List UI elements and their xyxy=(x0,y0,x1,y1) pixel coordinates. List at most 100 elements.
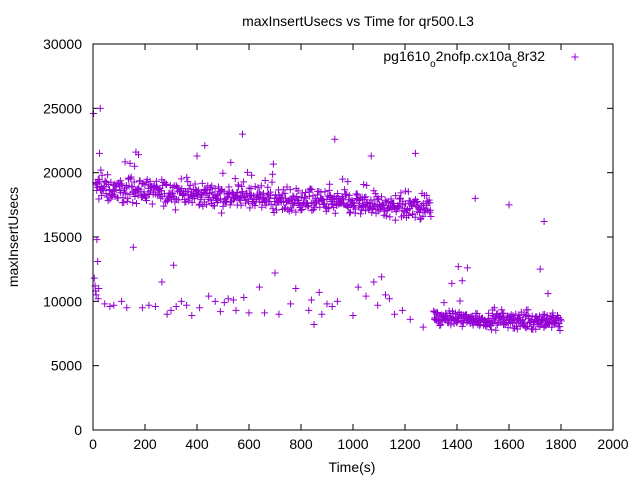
data-point xyxy=(536,265,544,273)
data-point xyxy=(248,171,256,179)
data-point xyxy=(175,196,183,204)
data-point xyxy=(298,205,306,213)
data-point xyxy=(106,302,114,310)
data-point xyxy=(94,295,102,303)
data-point xyxy=(304,203,312,211)
data-point xyxy=(370,278,378,286)
data-point xyxy=(211,184,219,192)
data-point xyxy=(199,202,207,210)
data-point xyxy=(453,319,461,327)
data-point xyxy=(130,178,138,186)
data-point xyxy=(235,195,243,203)
data-point xyxy=(401,200,409,208)
data-point xyxy=(227,158,235,166)
data-point xyxy=(193,152,201,160)
data-point xyxy=(419,199,427,207)
legend-marker xyxy=(571,53,579,61)
data-point xyxy=(401,187,409,195)
data-point xyxy=(310,320,318,328)
data-point xyxy=(458,277,466,285)
data-point xyxy=(406,315,414,323)
data-point xyxy=(318,310,326,318)
data-point xyxy=(203,201,211,209)
data-point xyxy=(251,202,259,210)
data-point xyxy=(328,302,336,310)
x-axis-label: Time(s) xyxy=(329,459,376,475)
data-point xyxy=(96,149,103,157)
data-point xyxy=(496,313,504,321)
data-point xyxy=(298,189,306,197)
data-point xyxy=(101,300,109,308)
data-point xyxy=(216,308,224,316)
data-point xyxy=(308,185,316,193)
data-point xyxy=(183,301,191,309)
data-point xyxy=(264,183,272,191)
data-point xyxy=(459,319,467,327)
data-point xyxy=(292,208,300,216)
data-point xyxy=(454,263,462,271)
data-point xyxy=(117,189,125,197)
data-point xyxy=(456,297,464,305)
data-point xyxy=(532,325,540,333)
data-point xyxy=(413,197,421,205)
data-point xyxy=(306,185,314,193)
data-point xyxy=(419,323,427,331)
data-point xyxy=(224,295,232,303)
data-point xyxy=(331,135,339,143)
y-tick-label: 15000 xyxy=(43,229,82,245)
data-point xyxy=(315,288,323,296)
data-point xyxy=(302,189,310,197)
data-point xyxy=(191,180,199,188)
x-tick-label: 600 xyxy=(237,436,261,452)
data-point xyxy=(492,326,500,334)
data-point xyxy=(160,202,168,210)
data-point xyxy=(195,186,203,194)
data-point xyxy=(427,213,435,221)
data-point xyxy=(124,195,132,203)
data-point xyxy=(367,152,375,160)
data-point xyxy=(219,169,227,177)
chart-title: maxInsertUsecs vs Time for qr500.L3 xyxy=(242,13,474,29)
data-point xyxy=(324,203,332,211)
data-point xyxy=(391,216,399,224)
data-point xyxy=(311,204,319,212)
data-point xyxy=(397,189,405,197)
data-point xyxy=(119,194,127,202)
data-point xyxy=(528,312,536,320)
data-point xyxy=(225,183,233,191)
data-point xyxy=(437,321,445,329)
data-point xyxy=(331,209,339,217)
data-point xyxy=(362,207,370,215)
data-point xyxy=(117,177,125,185)
data-point xyxy=(301,194,309,202)
data-point xyxy=(548,312,556,320)
y-tick-label: 20000 xyxy=(43,165,82,181)
data-point xyxy=(163,180,171,188)
data-point xyxy=(404,188,412,196)
data-point xyxy=(392,192,400,200)
data-point xyxy=(238,182,246,190)
data-point xyxy=(359,202,367,210)
x-tick-label: 2000 xyxy=(597,436,628,452)
data-point xyxy=(269,170,277,178)
data-point xyxy=(243,168,251,176)
legend-label: pg1610o2nofp.cx10ac8r32 xyxy=(383,48,545,70)
x-tick-label: 1600 xyxy=(493,436,524,452)
data-point xyxy=(261,177,269,185)
y-tick-label: 30000 xyxy=(43,36,82,52)
data-point xyxy=(104,197,112,205)
data-point xyxy=(157,194,165,202)
data-point xyxy=(163,197,171,205)
data-point xyxy=(92,291,100,299)
data-point xyxy=(344,178,352,186)
data-point xyxy=(284,206,292,214)
data-point xyxy=(548,323,556,331)
data-point xyxy=(131,162,139,170)
data-point xyxy=(549,309,557,317)
y-tick-label: 10000 xyxy=(43,293,82,309)
data-point xyxy=(188,199,196,207)
data-point xyxy=(297,194,305,202)
data-point xyxy=(229,296,237,304)
data-point xyxy=(540,218,548,226)
